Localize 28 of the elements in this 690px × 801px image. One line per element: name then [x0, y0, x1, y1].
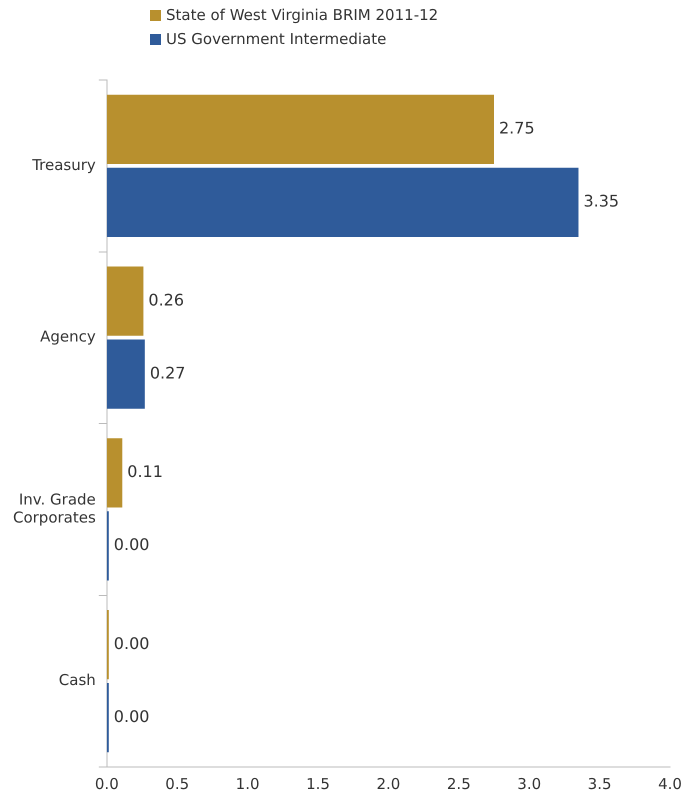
bar	[106, 438, 122, 508]
x-tick-label: 1.5	[306, 774, 330, 793]
data-label: 3.35	[583, 192, 620, 211]
bar	[106, 168, 578, 238]
x-tick-label: 1.0	[236, 774, 260, 793]
x-tick-label: 2.5	[446, 774, 471, 793]
data-label: 0.26	[148, 290, 184, 310]
bar	[106, 339, 145, 409]
bar	[106, 94, 494, 164]
y-tick-label: Treasury	[31, 156, 96, 174]
y-tick-label: Inv. Grade Corporates	[12, 490, 96, 526]
x-tick-label: 0.0	[94, 774, 119, 793]
y-tick-label: Cash	[58, 671, 96, 690]
data-label: 0.00	[114, 535, 150, 554]
y-tick-label: Agency	[40, 328, 96, 346]
x-tick-label: 3.0	[517, 774, 542, 793]
x-tick-label: 4.0	[658, 774, 682, 793]
legend-label: State of West Virginia BRIM 2011-12	[166, 6, 438, 24]
legend-label: US Government Intermediate	[166, 30, 386, 48]
data-label: 2.75	[499, 118, 535, 138]
data-label: 0.11	[127, 462, 163, 482]
x-tick-label: 2.0	[376, 774, 400, 793]
x-tick-label: 3.5	[588, 774, 612, 793]
bar	[106, 266, 144, 336]
data-label: 0.00	[114, 634, 150, 653]
data-label: 0.00	[114, 706, 150, 726]
data-label: 0.27	[150, 363, 186, 382]
x-tick-label: 0.5	[165, 774, 190, 793]
